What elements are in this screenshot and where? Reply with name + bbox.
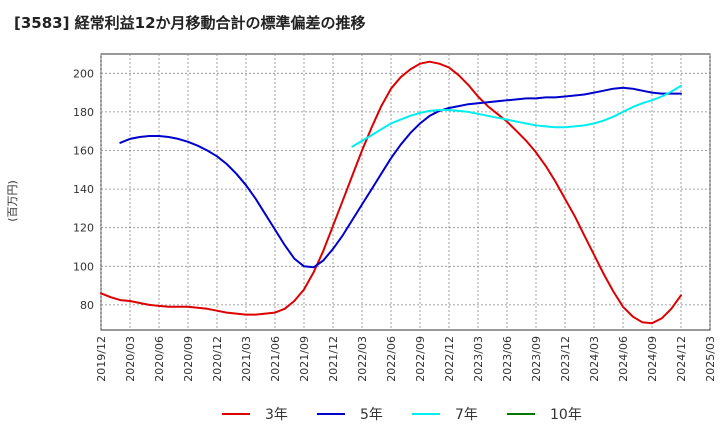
x-tick-label: 2024/12 xyxy=(675,336,688,382)
y-tick-label: 180 xyxy=(73,106,94,119)
x-tick-label: 2019/12 xyxy=(95,336,108,382)
legend-label-0: 3年 xyxy=(265,407,288,423)
x-tick-label: 2024/06 xyxy=(617,336,630,382)
grid xyxy=(100,54,711,330)
x-tick-label: 2021/12 xyxy=(327,336,340,382)
x-tick-label: 2024/03 xyxy=(588,336,601,382)
x-tick-label: 2023/06 xyxy=(501,336,514,382)
legend-label-2: 7年 xyxy=(455,407,478,423)
x-tick-label: 2025/03 xyxy=(704,336,717,382)
x-tick-label: 2023/03 xyxy=(472,336,485,382)
x-tick-label: 2024/09 xyxy=(646,336,659,382)
x-tick-label: 2022/12 xyxy=(443,336,456,382)
x-tick-label: 2023/09 xyxy=(530,336,543,382)
y-tick-label: 80 xyxy=(80,299,94,312)
x-tick-label: 2020/09 xyxy=(182,336,195,382)
y-tick-label: 140 xyxy=(73,183,94,196)
x-tick-label: 2020/03 xyxy=(124,336,137,382)
x-tick-label: 2022/09 xyxy=(414,336,427,382)
chart-title: [3583] 経常利益12か月移動合計の標準偏差の推移 xyxy=(14,14,366,32)
x-tick-label: 2021/06 xyxy=(269,336,282,382)
x-tick-label: 2021/09 xyxy=(298,336,311,382)
legend-label-1: 5年 xyxy=(360,407,383,423)
y-axis-label: (百万円) xyxy=(6,180,19,222)
plot-area xyxy=(100,53,711,331)
series-line-0 xyxy=(100,60,682,325)
tick-labels: 80 100 120 140 160 180 200 2019/12 2020/03 2020/0… xyxy=(73,67,717,381)
x-tick-label: 2020/12 xyxy=(211,336,224,382)
series-layer xyxy=(100,60,682,325)
y-tick-label: 200 xyxy=(73,67,94,80)
y-tick-label: 100 xyxy=(73,260,94,273)
x-tick-label: 2020/06 xyxy=(153,336,166,382)
legend-label-3: 10年 xyxy=(550,407,582,423)
x-tick-label: 2022/03 xyxy=(356,336,369,382)
series-line-1 xyxy=(119,86,682,269)
x-tick-label: 2023/12 xyxy=(559,336,572,382)
series-line-2 xyxy=(351,84,682,148)
x-tick-label: 2022/06 xyxy=(385,336,398,382)
x-tick-label: 2021/03 xyxy=(240,336,253,382)
legend: 3年 5年 7年 10年 xyxy=(222,407,582,423)
y-tick-label: 160 xyxy=(73,145,94,158)
y-tick-label: 120 xyxy=(73,222,94,235)
